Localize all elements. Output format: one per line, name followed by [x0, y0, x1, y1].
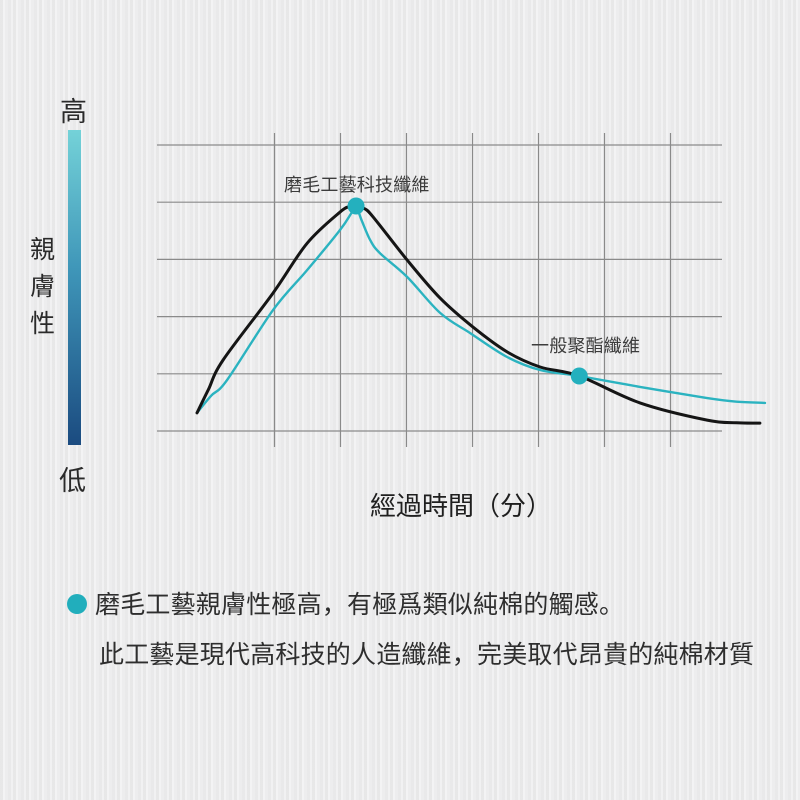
skin-affinity-gradient-bar [68, 130, 81, 445]
annotation-polyester-label: 一般聚酯纖維 [531, 336, 641, 356]
note-line-2: 此工藝是現代高科技的人造纖維，完美取代昂貴的純棉材質 [99, 641, 755, 669]
series-curve [195, 205, 767, 415]
annotation-marker-dot [347, 197, 365, 215]
x-axis-label: 經過時間（分） [370, 491, 553, 521]
annotation-brushed-fiber-label: 磨毛工藝科技纖維 [284, 175, 430, 195]
y-axis-title-char: 親 [30, 236, 56, 264]
annotation-marker-dot [570, 367, 588, 385]
scale-high-label: 高 [60, 97, 88, 127]
scale-low-label: 低 [59, 466, 87, 496]
note-line-1: 磨毛工藝親膚性極高，有極爲類似純棉的觸感。 [95, 591, 625, 619]
bullet-dot-icon [67, 594, 87, 614]
y-axis-title: 親 膚 性 [30, 237, 55, 337]
y-axis-title-char: 膚 [30, 273, 56, 301]
series-curve [195, 203, 762, 425]
y-axis-title-char: 性 [30, 310, 56, 338]
